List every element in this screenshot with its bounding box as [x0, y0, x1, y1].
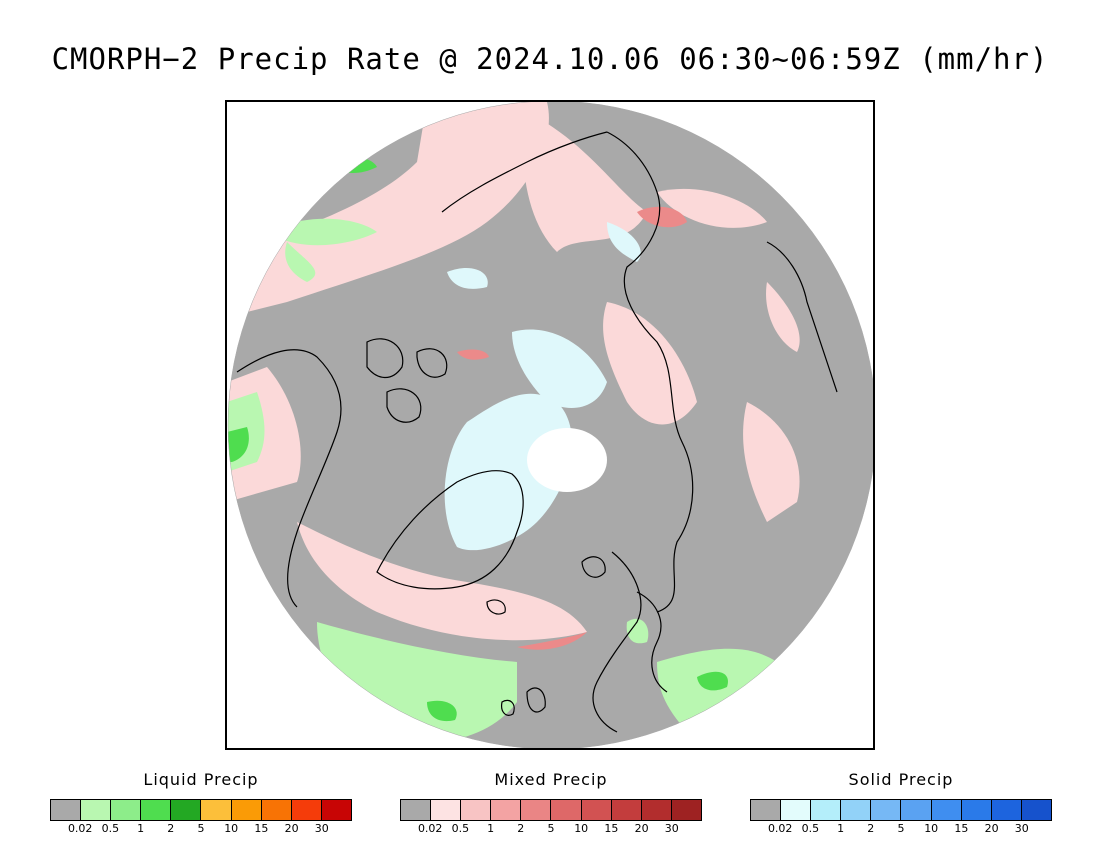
legend-swatch: [201, 800, 232, 820]
legend-swatch: [611, 800, 642, 820]
legend-title: Mixed Precip: [494, 770, 608, 789]
legend-tick-label: 0.02: [417, 822, 443, 835]
legend-solid-precip: Solid Precip 0.02 0.5 1 2 5 10 15 20 30: [750, 770, 1052, 835]
legend-swatch: [51, 800, 82, 820]
legend-swatch: [521, 800, 552, 820]
legend-swatch: [111, 800, 142, 820]
legend-swatch: [961, 800, 992, 820]
legend-tick-label: 2: [867, 822, 875, 835]
legend-tick-label: 2: [167, 822, 175, 835]
legend-swatch: [1021, 800, 1051, 820]
legend-title: Solid Precip: [848, 770, 954, 789]
legend-tick-label: 0.02: [67, 822, 93, 835]
legend-tick-label: 1: [487, 822, 495, 835]
legend-swatch: [171, 800, 202, 820]
legend-swatch: [291, 800, 322, 820]
legend-swatch: [401, 800, 432, 820]
legend-tick-label: 10: [224, 822, 239, 835]
legend-tick-label: 5: [897, 822, 905, 835]
map-disk-edge: [227, 102, 873, 748]
coastlines: [236, 131, 838, 733]
legend-ticks: 0.02 0.5 1 2 5 10 15 20 30: [400, 821, 702, 835]
precip-map-canvas: [227, 102, 873, 748]
greenland-coast: [376, 470, 524, 590]
legend-swatch: [751, 800, 782, 820]
legend-ticks: 0.02 0.5 1 2 5 10 15 20 30: [50, 821, 352, 835]
legend-liquid-precip: Liquid Precip 0.02 0.5 1 2 5 10 15 20 30: [50, 770, 352, 835]
legend-swatch: [581, 800, 612, 820]
legend-tick-label: 30: [314, 822, 329, 835]
legend-swatch: [141, 800, 172, 820]
baltic-coast: [636, 591, 668, 693]
legend-tick-label: 0.5: [801, 822, 820, 835]
arctic-island: [386, 388, 422, 423]
north-america-coast: [236, 349, 342, 608]
legend-tick-label: 20: [634, 822, 649, 835]
legend-tick-label: 15: [604, 822, 619, 835]
legend-tick-label: 20: [984, 822, 999, 835]
legend-swatch: [641, 800, 672, 820]
legend-tick-label: 0.5: [451, 822, 470, 835]
legend-swatch: [811, 800, 842, 820]
chart-title: CMORPH−2 Precip Rate @ 2024.10.06 06:30~…: [51, 42, 1049, 76]
legend-swatch: [321, 800, 351, 820]
legend-tick-label: 1: [837, 822, 845, 835]
legend-tick-label: 15: [254, 822, 269, 835]
legend-swatch: [551, 800, 582, 820]
arctic-island: [416, 348, 448, 378]
eurasia-coast: [766, 241, 838, 393]
polar-precip-map: [225, 100, 875, 750]
legend-color-bar: [750, 799, 1052, 821]
svalbard: [581, 556, 606, 578]
legend-swatch: [841, 800, 872, 820]
scandinavia-coast: [592, 551, 642, 733]
legend-tick-label: 5: [547, 822, 555, 835]
legend-swatch: [231, 800, 262, 820]
legend-tick-label: 15: [954, 822, 969, 835]
legend-swatch: [901, 800, 932, 820]
legend-tick-label: 0.02: [767, 822, 793, 835]
legend-swatch: [261, 800, 292, 820]
legend-tick-label: 10: [924, 822, 939, 835]
mixed-precip-heavy: [457, 206, 687, 650]
legend-swatch: [671, 800, 701, 820]
legend-ticks: 0.02 0.5 1 2 5 10 15 20 30: [750, 821, 1052, 835]
legend-tick-label: 1: [137, 822, 145, 835]
siberia-coast: [606, 131, 694, 613]
map-disk: [228, 102, 873, 748]
legend-tick-label: 30: [1014, 822, 1029, 835]
legend-tick-label: 0.5: [101, 822, 120, 835]
iceland: [486, 599, 506, 615]
legend-color-bar: [50, 799, 352, 821]
legend-tick-label: 5: [197, 822, 205, 835]
pole-no-data: [527, 428, 607, 492]
legend-color-bar: [400, 799, 702, 821]
legend-swatch: [461, 800, 492, 820]
britain: [526, 687, 546, 713]
legend-swatch: [931, 800, 962, 820]
legend-title: Liquid Precip: [143, 770, 259, 789]
legend-swatch: [431, 800, 462, 820]
legend-swatch: [991, 800, 1022, 820]
ireland: [501, 699, 515, 716]
legend-tick-label: 20: [284, 822, 299, 835]
arctic-island: [366, 338, 404, 379]
legend-swatch: [871, 800, 902, 820]
legend-swatch: [781, 800, 812, 820]
legend-tick-label: 2: [517, 822, 525, 835]
legend-mixed-precip: Mixed Precip 0.02 0.5 1 2 5 10 15 20 30: [400, 770, 702, 835]
legend-swatch: [81, 800, 112, 820]
legend-tick-label: 10: [574, 822, 589, 835]
alaska-siberia-coast: [441, 131, 608, 213]
legend-tick-label: 30: [664, 822, 679, 835]
legend-swatch: [491, 800, 522, 820]
